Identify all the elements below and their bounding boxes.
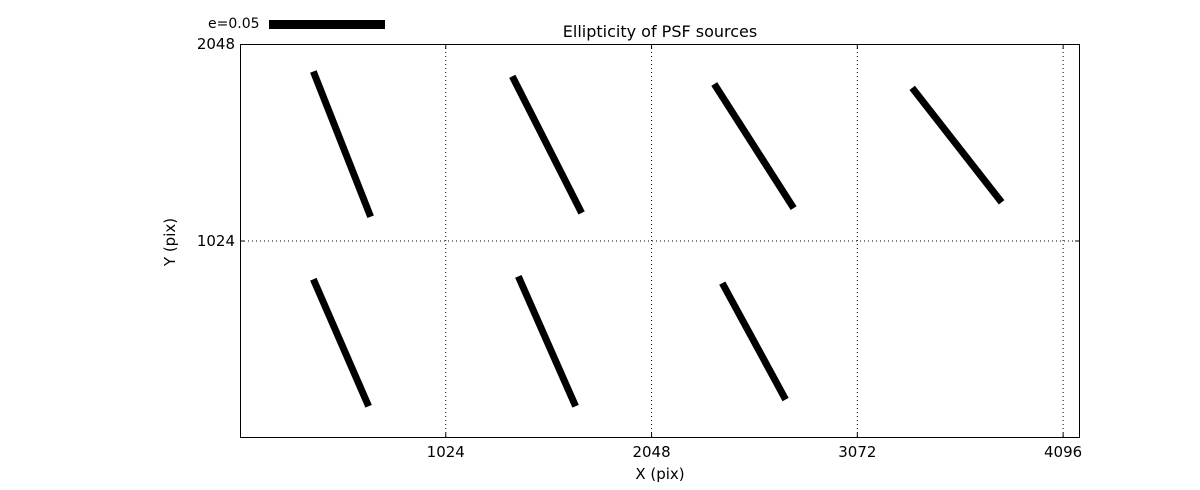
- ellipticity-whisker: [909, 85, 1005, 205]
- ellipticity-whiskers: [310, 70, 1005, 408]
- x-tick-label: 3072: [838, 443, 877, 461]
- ellipticity-whisker: [310, 277, 372, 408]
- axes-border: [240, 44, 1080, 438]
- chart-title: Ellipticity of PSF sources: [562, 22, 758, 41]
- legend: e=0.05: [208, 16, 385, 32]
- ellipticity-whisker: [310, 70, 374, 219]
- x-tick-label: 1024: [426, 443, 465, 461]
- x-tick-label: 4096: [1044, 443, 1083, 461]
- x-tick-label: 2048: [632, 443, 671, 461]
- plot-svg: [240, 44, 1080, 438]
- ellipticity-whisker: [719, 281, 789, 402]
- gridlines: [240, 44, 1080, 438]
- plot-area: [240, 44, 1080, 438]
- y-tick-label: 1024: [196, 232, 235, 250]
- x-axis-label: X (pix): [635, 465, 685, 483]
- ellipticity-whisker: [515, 274, 579, 408]
- y-tick-label: 2048: [196, 35, 235, 53]
- y-axis-label: Y (pix): [161, 217, 179, 267]
- ellipticity-whisker: [711, 82, 797, 210]
- legend-label: e=0.05: [208, 16, 260, 32]
- ellipticity-whisker: [509, 74, 585, 215]
- legend-scale-bar: [268, 19, 385, 29]
